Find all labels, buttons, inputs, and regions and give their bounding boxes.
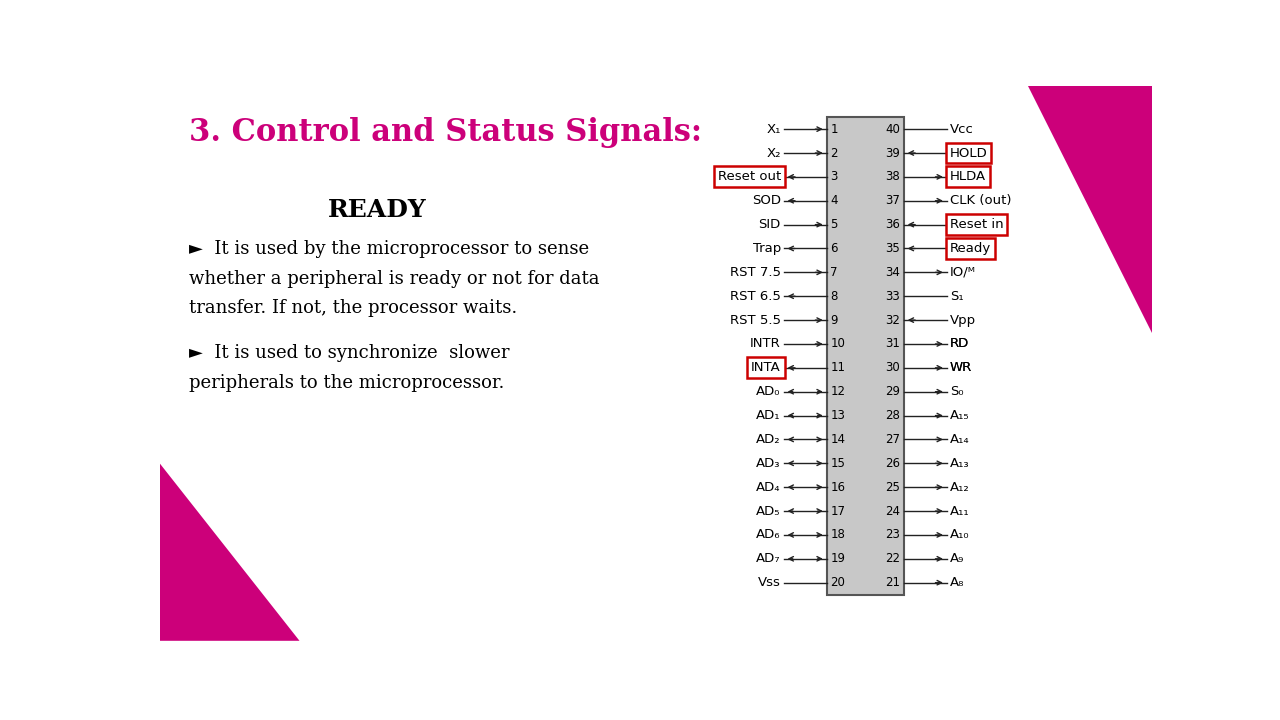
Text: 30: 30 [886,361,900,374]
Text: RD: RD [950,338,969,351]
Text: 39: 39 [886,146,900,160]
Text: 3: 3 [831,171,837,184]
Text: 20: 20 [831,576,845,589]
Text: Trap: Trap [753,242,781,255]
Text: A₁₁: A₁₁ [950,505,969,518]
Text: AD₃: AD₃ [756,456,781,470]
Text: AD₀: AD₀ [756,385,781,398]
Text: RD: RD [950,338,969,351]
Text: Reset out: Reset out [718,171,781,184]
Text: 31: 31 [886,338,900,351]
Text: A₁₄: A₁₄ [950,433,969,446]
Text: INTR: INTR [750,338,781,351]
Text: Vcc: Vcc [950,122,974,135]
Text: S₀: S₀ [950,385,964,398]
Text: 3. Control and Status Signals:: 3. Control and Status Signals: [189,117,703,148]
Text: HOLD: HOLD [950,146,987,160]
Text: AD₅: AD₅ [756,505,781,518]
Text: RST 7.5: RST 7.5 [730,266,781,279]
Text: whether a peripheral is ready or not for data: whether a peripheral is ready or not for… [189,270,600,288]
Text: Ready: Ready [950,242,991,255]
Polygon shape [160,464,300,641]
Text: A₁₅: A₁₅ [950,409,969,422]
Text: 33: 33 [886,289,900,302]
Text: HLDA: HLDA [950,171,986,184]
Text: AD₇: AD₇ [756,552,781,565]
Text: A₁₂: A₁₂ [950,481,969,494]
Text: transfer. If not, the processor waits.: transfer. If not, the processor waits. [189,299,517,317]
Text: 5: 5 [831,218,837,231]
Text: 26: 26 [886,456,900,470]
Text: SID: SID [759,218,781,231]
Text: 1: 1 [831,122,838,135]
Text: 34: 34 [886,266,900,279]
Bar [827,117,904,595]
Text: 6: 6 [831,242,838,255]
Text: 10: 10 [831,338,845,351]
Text: AD₂: AD₂ [756,433,781,446]
Text: AD₄: AD₄ [756,481,781,494]
Text: 32: 32 [886,314,900,327]
Text: ►  It is used to synchronize  slower: ► It is used to synchronize slower [189,344,509,362]
Text: peripherals to the microprocessor.: peripherals to the microprocessor. [189,374,504,392]
Text: AD₁: AD₁ [756,409,781,422]
Text: WR: WR [950,361,972,374]
Text: 16: 16 [831,481,845,494]
Text: A₈: A₈ [950,576,964,589]
Text: A₉: A₉ [950,552,964,565]
Text: 13: 13 [831,409,845,422]
Text: Vss: Vss [758,576,781,589]
Text: WR: WR [950,361,972,374]
Text: 11: 11 [831,361,845,374]
Text: RST 5.5: RST 5.5 [730,314,781,327]
Text: INTA: INTA [751,361,781,374]
Text: 23: 23 [886,528,900,541]
Text: 29: 29 [886,385,900,398]
Text: 14: 14 [831,433,845,446]
Text: 18: 18 [831,528,845,541]
Text: 4: 4 [831,194,838,207]
Text: 9: 9 [831,314,838,327]
Text: 28: 28 [886,409,900,422]
Text: 40: 40 [886,122,900,135]
Text: 7: 7 [831,266,838,279]
Text: A₁₃: A₁₃ [950,456,969,470]
Text: 19: 19 [831,552,845,565]
Text: 8: 8 [831,289,837,302]
Text: 22: 22 [886,552,900,565]
Text: 35: 35 [886,242,900,255]
Text: 2: 2 [831,146,838,160]
Text: ►  It is used by the microprocessor to sense: ► It is used by the microprocessor to se… [189,240,590,258]
Text: 24: 24 [886,505,900,518]
Text: READY: READY [328,198,426,222]
Text: X₂: X₂ [767,146,781,160]
Text: 12: 12 [831,385,845,398]
Text: 15: 15 [831,456,845,470]
Text: A₁₀: A₁₀ [950,528,969,541]
Text: CLK (out): CLK (out) [950,194,1011,207]
Text: AD₆: AD₆ [756,528,781,541]
Text: 17: 17 [831,505,845,518]
Polygon shape [1028,86,1152,333]
Text: SOD: SOD [751,194,781,207]
Text: 25: 25 [886,481,900,494]
Text: 38: 38 [886,171,900,184]
Text: S₁: S₁ [950,289,964,302]
Text: 36: 36 [886,218,900,231]
Text: Vpp: Vpp [950,314,975,327]
Text: RST 6.5: RST 6.5 [730,289,781,302]
Text: X₁: X₁ [767,122,781,135]
Text: IO/ᴹ: IO/ᴹ [950,266,975,279]
Text: Reset in: Reset in [950,218,1004,231]
Text: 27: 27 [886,433,900,446]
Text: 37: 37 [886,194,900,207]
Text: 21: 21 [886,576,900,589]
